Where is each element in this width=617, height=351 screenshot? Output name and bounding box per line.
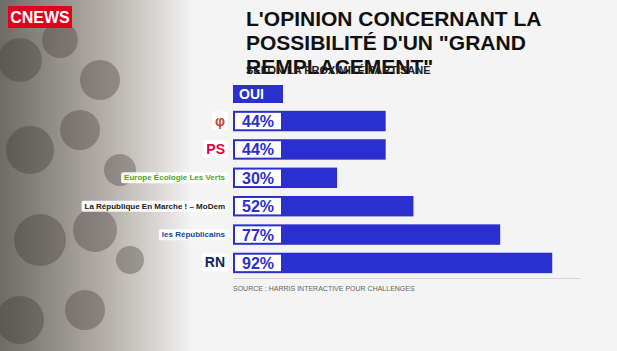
category-label: RN bbox=[205, 254, 225, 270]
tick: PS bbox=[203, 140, 231, 158]
crowd-shape bbox=[0, 38, 42, 82]
crowd-shape bbox=[14, 214, 66, 266]
source: SOURCE : HARRIS INTERACTIVE POUR CHALLEN… bbox=[233, 285, 415, 292]
data-label: 92% bbox=[242, 255, 274, 272]
label-box bbox=[235, 226, 281, 242]
data-label: 44% bbox=[242, 141, 274, 158]
tick: les Républicains bbox=[159, 229, 231, 240]
crowd-shape bbox=[80, 60, 120, 100]
tick: La République En Marche ! – MoDem bbox=[82, 201, 231, 212]
title: L'OPINION CONCERNANT LAPOSSIBILITÉ D'UN … bbox=[246, 7, 542, 78]
logo: CNEWS bbox=[10, 9, 70, 26]
logo-badge bbox=[212, 112, 228, 130]
subtitle: SELON LA PROXIMITÉ PARTISANE bbox=[246, 64, 431, 76]
category-label: PS bbox=[206, 141, 225, 157]
data-label: 44% bbox=[242, 113, 274, 130]
category-label: les Républicains bbox=[162, 230, 226, 239]
crowd-shape bbox=[116, 246, 144, 274]
label-box bbox=[235, 141, 281, 157]
series-header: OUI bbox=[239, 86, 264, 102]
title-line: REMPLACEMENT" bbox=[246, 55, 433, 78]
data-labels: 44% 44% 30% 52% 77% 92% bbox=[235, 113, 281, 272]
label-box bbox=[235, 170, 281, 186]
label-box bbox=[235, 255, 281, 271]
crowd-shape bbox=[73, 208, 117, 252]
logo-badge bbox=[159, 229, 229, 240]
data-label: 30% bbox=[242, 170, 274, 187]
data-label: 77% bbox=[242, 227, 274, 244]
category-label: La République En Marche ! – MoDem bbox=[85, 202, 225, 211]
tick: φ bbox=[212, 112, 231, 130]
logo-badge bbox=[202, 253, 228, 271]
bar bbox=[233, 111, 386, 131]
bar bbox=[233, 196, 413, 216]
x-axis-line bbox=[234, 278, 581, 279]
tick: RN bbox=[202, 253, 231, 271]
crowd-shape bbox=[6, 126, 54, 174]
bar bbox=[233, 253, 552, 273]
logo-badge bbox=[203, 140, 228, 158]
logo-badge bbox=[82, 201, 228, 212]
category-label: φ bbox=[215, 113, 225, 129]
label-box bbox=[235, 198, 281, 214]
tick: Europe Écologie Les Verts bbox=[121, 172, 231, 183]
logo-box bbox=[8, 6, 72, 28]
title-line: L'OPINION CONCERNANT LA bbox=[246, 7, 542, 30]
bar bbox=[233, 168, 337, 188]
logo-badge bbox=[121, 172, 228, 183]
x-axis bbox=[234, 278, 581, 279]
data-label: 52% bbox=[242, 198, 274, 215]
background bbox=[0, 0, 617, 351]
chart: CNEWS L'OPINION CONCERNANT LAPOSSIBILITÉ … bbox=[0, 0, 617, 351]
label-box bbox=[235, 113, 281, 129]
category-label: Europe Écologie Les Verts bbox=[124, 173, 225, 182]
title-line: POSSIBILITÉ D'UN "GRAND bbox=[246, 31, 526, 54]
bar bbox=[233, 139, 386, 159]
y-axis: φ PS Europe Écologie Les Verts La Républiqu… bbox=[82, 112, 231, 272]
bar bbox=[233, 224, 500, 244]
header-box bbox=[233, 85, 283, 103]
bars bbox=[233, 111, 552, 273]
crowd-shape bbox=[0, 296, 44, 344]
crowd-shape bbox=[65, 290, 105, 330]
crowd-shape bbox=[60, 110, 100, 150]
